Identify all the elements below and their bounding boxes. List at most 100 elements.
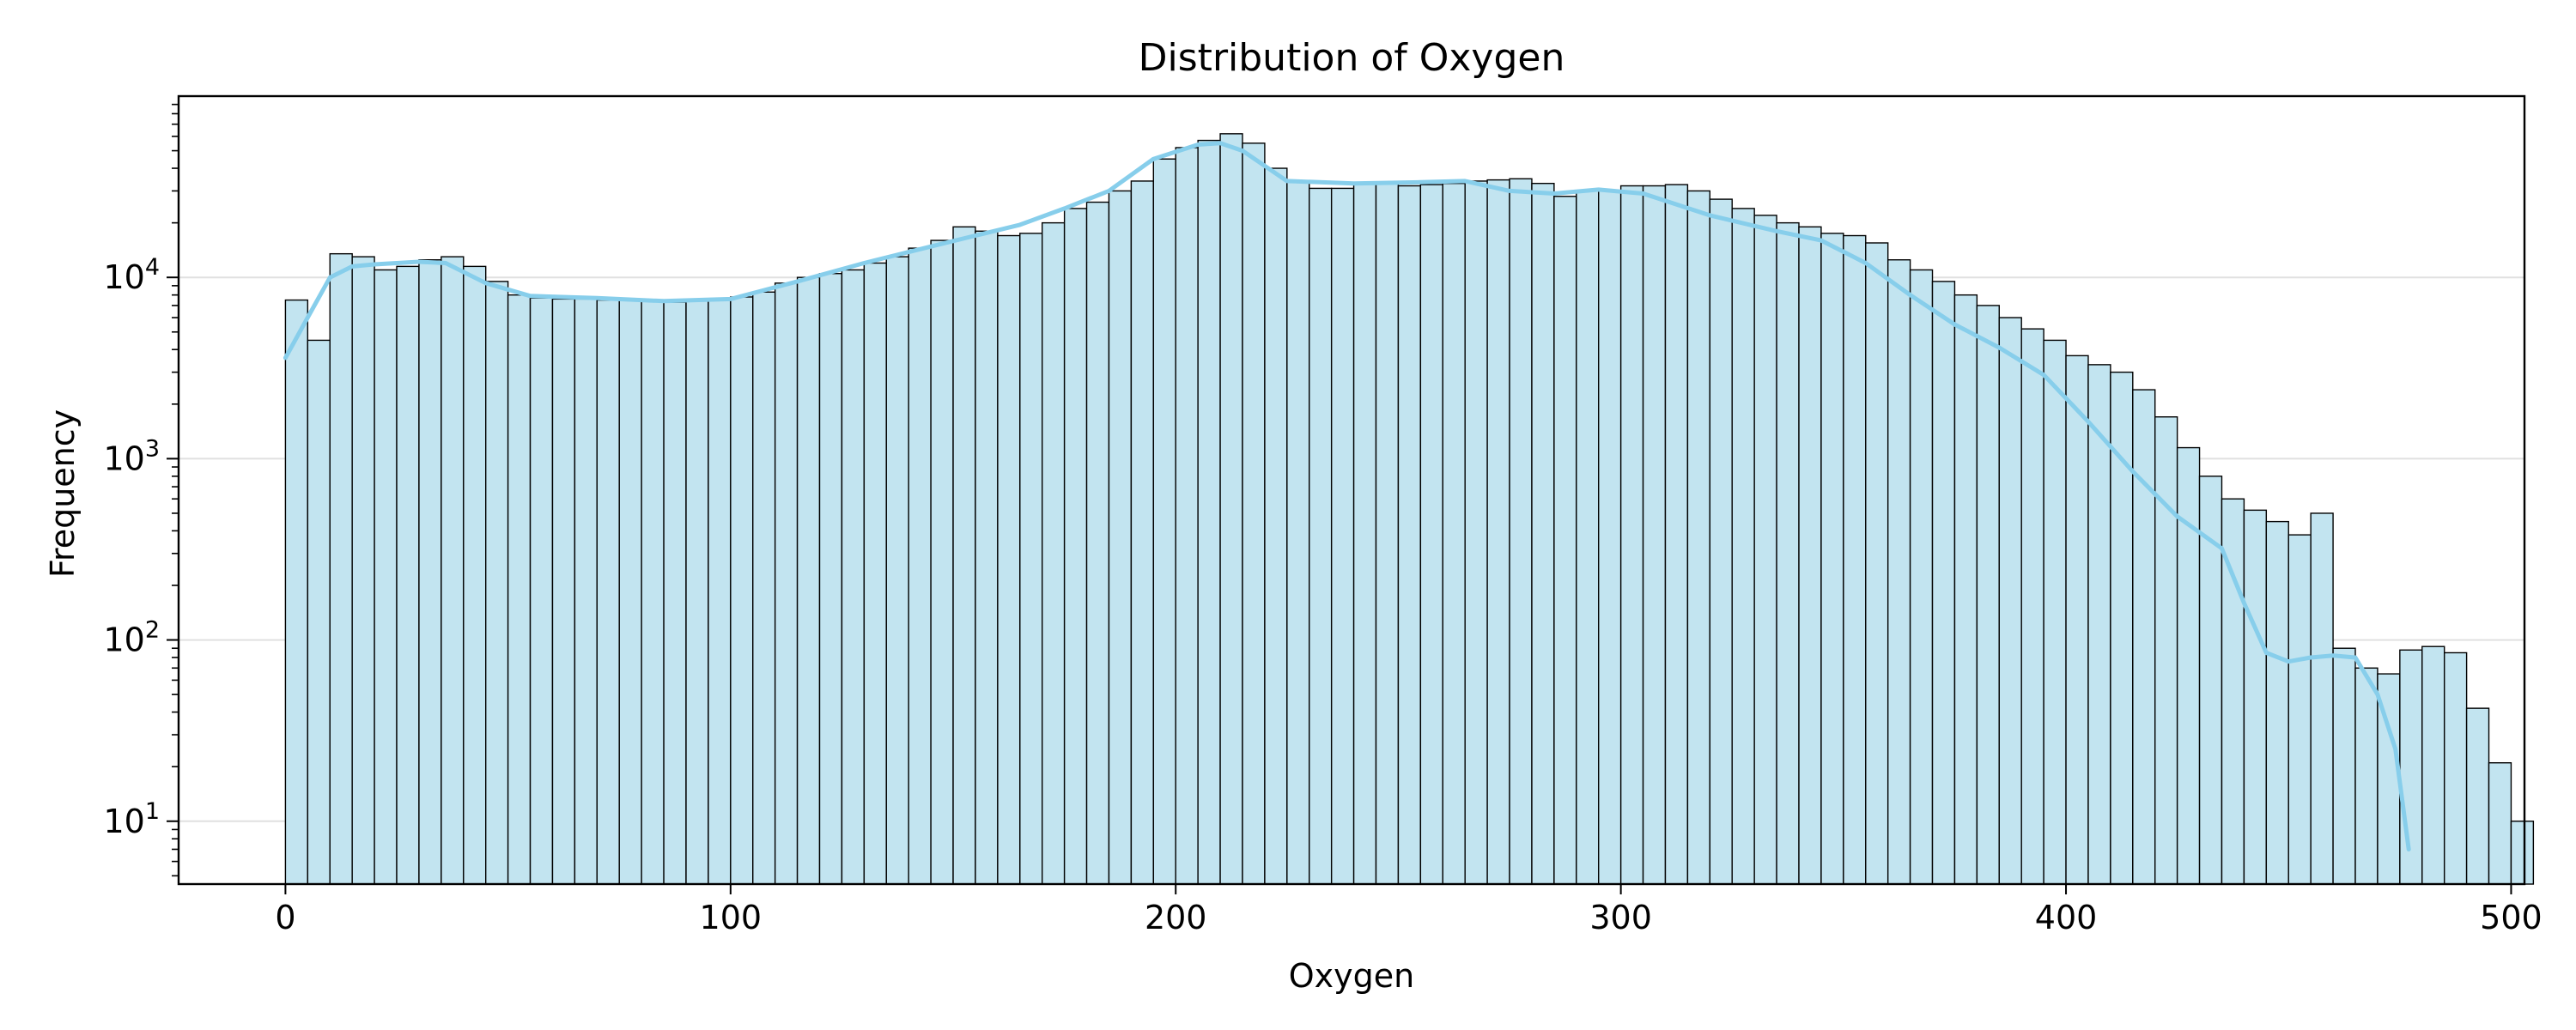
histogram-bar: [975, 230, 999, 885]
histogram-bar: [1197, 139, 1221, 885]
histogram-bar: [1886, 259, 1911, 885]
histogram-bar: [1130, 180, 1155, 885]
histogram-bar: [641, 300, 665, 885]
histogram-bar: [818, 273, 843, 885]
y-axis: 101 102 103 104: [103, 103, 179, 877]
histogram-bar: [618, 299, 642, 885]
histogram-bar: [663, 301, 687, 885]
histogram-bar: [2176, 446, 2201, 885]
histogram-bar: [284, 299, 309, 885]
histogram-bar: [885, 256, 909, 885]
histogram-bar: [1397, 185, 1422, 885]
histogram-bar: [1108, 190, 1133, 885]
histogram-bar: [1709, 198, 1733, 885]
histogram-bar: [374, 269, 398, 885]
histogram-bar: [1464, 180, 1488, 885]
histogram-bar: [752, 291, 776, 885]
histogram-bar: [1330, 187, 1355, 885]
histogram-bar: [2332, 647, 2356, 885]
kde-curve-group: [283, 141, 2411, 851]
histogram-bar: [1753, 215, 1777, 885]
histogram-bar: [1931, 281, 1956, 885]
histogram-bar: [1309, 187, 1333, 885]
histogram-bar: [1219, 133, 1243, 885]
x-tick-label: 200: [1145, 899, 1207, 936]
histogram-bar: [2488, 762, 2512, 885]
histogram-bar: [1976, 305, 2000, 885]
histogram-bar: [685, 300, 709, 885]
histogram-bar: [1619, 185, 1644, 885]
y-tick-label: 103: [103, 435, 160, 477]
histogram-bar: [396, 265, 420, 885]
histogram-bar: [2421, 645, 2445, 885]
histogram-bar: [1998, 317, 2022, 885]
histogram-bar: [2265, 520, 2289, 885]
histogram-bar: [596, 299, 620, 885]
histogram-bar: [1642, 185, 1667, 885]
histogram-bar: [1175, 147, 1199, 885]
histogram-bar: [2354, 667, 2379, 885]
histogram-bar: [1419, 184, 1443, 885]
histogram-bar: [2443, 651, 2468, 885]
histogram-bar: [2020, 328, 2044, 885]
chart-title: Distribution of Oxygen: [1139, 36, 1565, 80]
histogram-bar: [2065, 354, 2089, 885]
histogram-bar: [1576, 190, 1600, 885]
histogram-bar: [1820, 233, 1844, 885]
histogram-bar: [1375, 182, 1400, 885]
histogram-bar: [1553, 196, 1577, 885]
histogram-bar: [2287, 534, 2312, 885]
y-tick-label: 104: [103, 254, 160, 296]
x-tick-label: 100: [700, 899, 762, 936]
y-axis-label: Frequency: [44, 409, 82, 578]
histogram-bar: [1085, 201, 1110, 885]
histogram-bar: [1531, 182, 1555, 885]
histogram-bar: [485, 281, 509, 885]
kde-line: [283, 141, 2411, 851]
histogram-bar: [1686, 190, 1711, 885]
histogram-bar: [1042, 221, 1066, 885]
histogram-bar: [796, 276, 821, 885]
x-tick-label: 0: [275, 899, 295, 936]
histogram-bar: [507, 294, 532, 885]
histogram-bar: [730, 296, 754, 885]
histogram-bar: [1486, 179, 1510, 885]
histogram-bar: [774, 282, 799, 885]
histogram-bar: [863, 262, 887, 885]
x-axis: 0 100 200 300 400 500: [275, 884, 2543, 936]
histogram-bar: [1865, 242, 1889, 885]
x-tick-label: 300: [1589, 899, 1652, 936]
histogram-bar: [952, 226, 976, 885]
histogram-bar: [440, 256, 465, 885]
histogram-bar: [930, 239, 954, 885]
histogram-bar: [2310, 512, 2334, 885]
histogram-bar: [463, 265, 487, 885]
histogram-bar: [307, 339, 331, 885]
histogram-bar: [1909, 269, 1934, 885]
x-axis-label: Oxygen: [1289, 957, 1414, 995]
histogram-bar: [2399, 649, 2423, 885]
histogram-bar: [418, 259, 442, 885]
histogram-bar: [2510, 821, 2535, 885]
histogram-bar: [1776, 221, 1800, 885]
histogram-bar: [1063, 208, 1088, 885]
histogram-bar: [574, 298, 598, 885]
histogram-bar: [329, 252, 353, 885]
histogram-bar: [1953, 294, 1978, 885]
histogram-bar: [2087, 364, 2111, 885]
y-tick-label: 101: [103, 798, 160, 840]
histogram-bar: [1598, 190, 1622, 885]
histogram-bar: [551, 298, 576, 885]
histogram-bar: [2132, 389, 2156, 885]
plot-area-frame: [177, 94, 2526, 886]
histogram-bar: [1264, 167, 1288, 885]
histogram-bar: [2465, 707, 2490, 885]
histogram-bar: [1286, 180, 1310, 885]
histogram-bar: [908, 247, 932, 885]
histogram-bar: [2154, 416, 2178, 885]
histogram-bar: [1798, 226, 1822, 885]
y-tick-label: 102: [103, 617, 160, 659]
histogram-bar: [1664, 184, 1689, 885]
histogram-bar: [1442, 182, 1466, 885]
